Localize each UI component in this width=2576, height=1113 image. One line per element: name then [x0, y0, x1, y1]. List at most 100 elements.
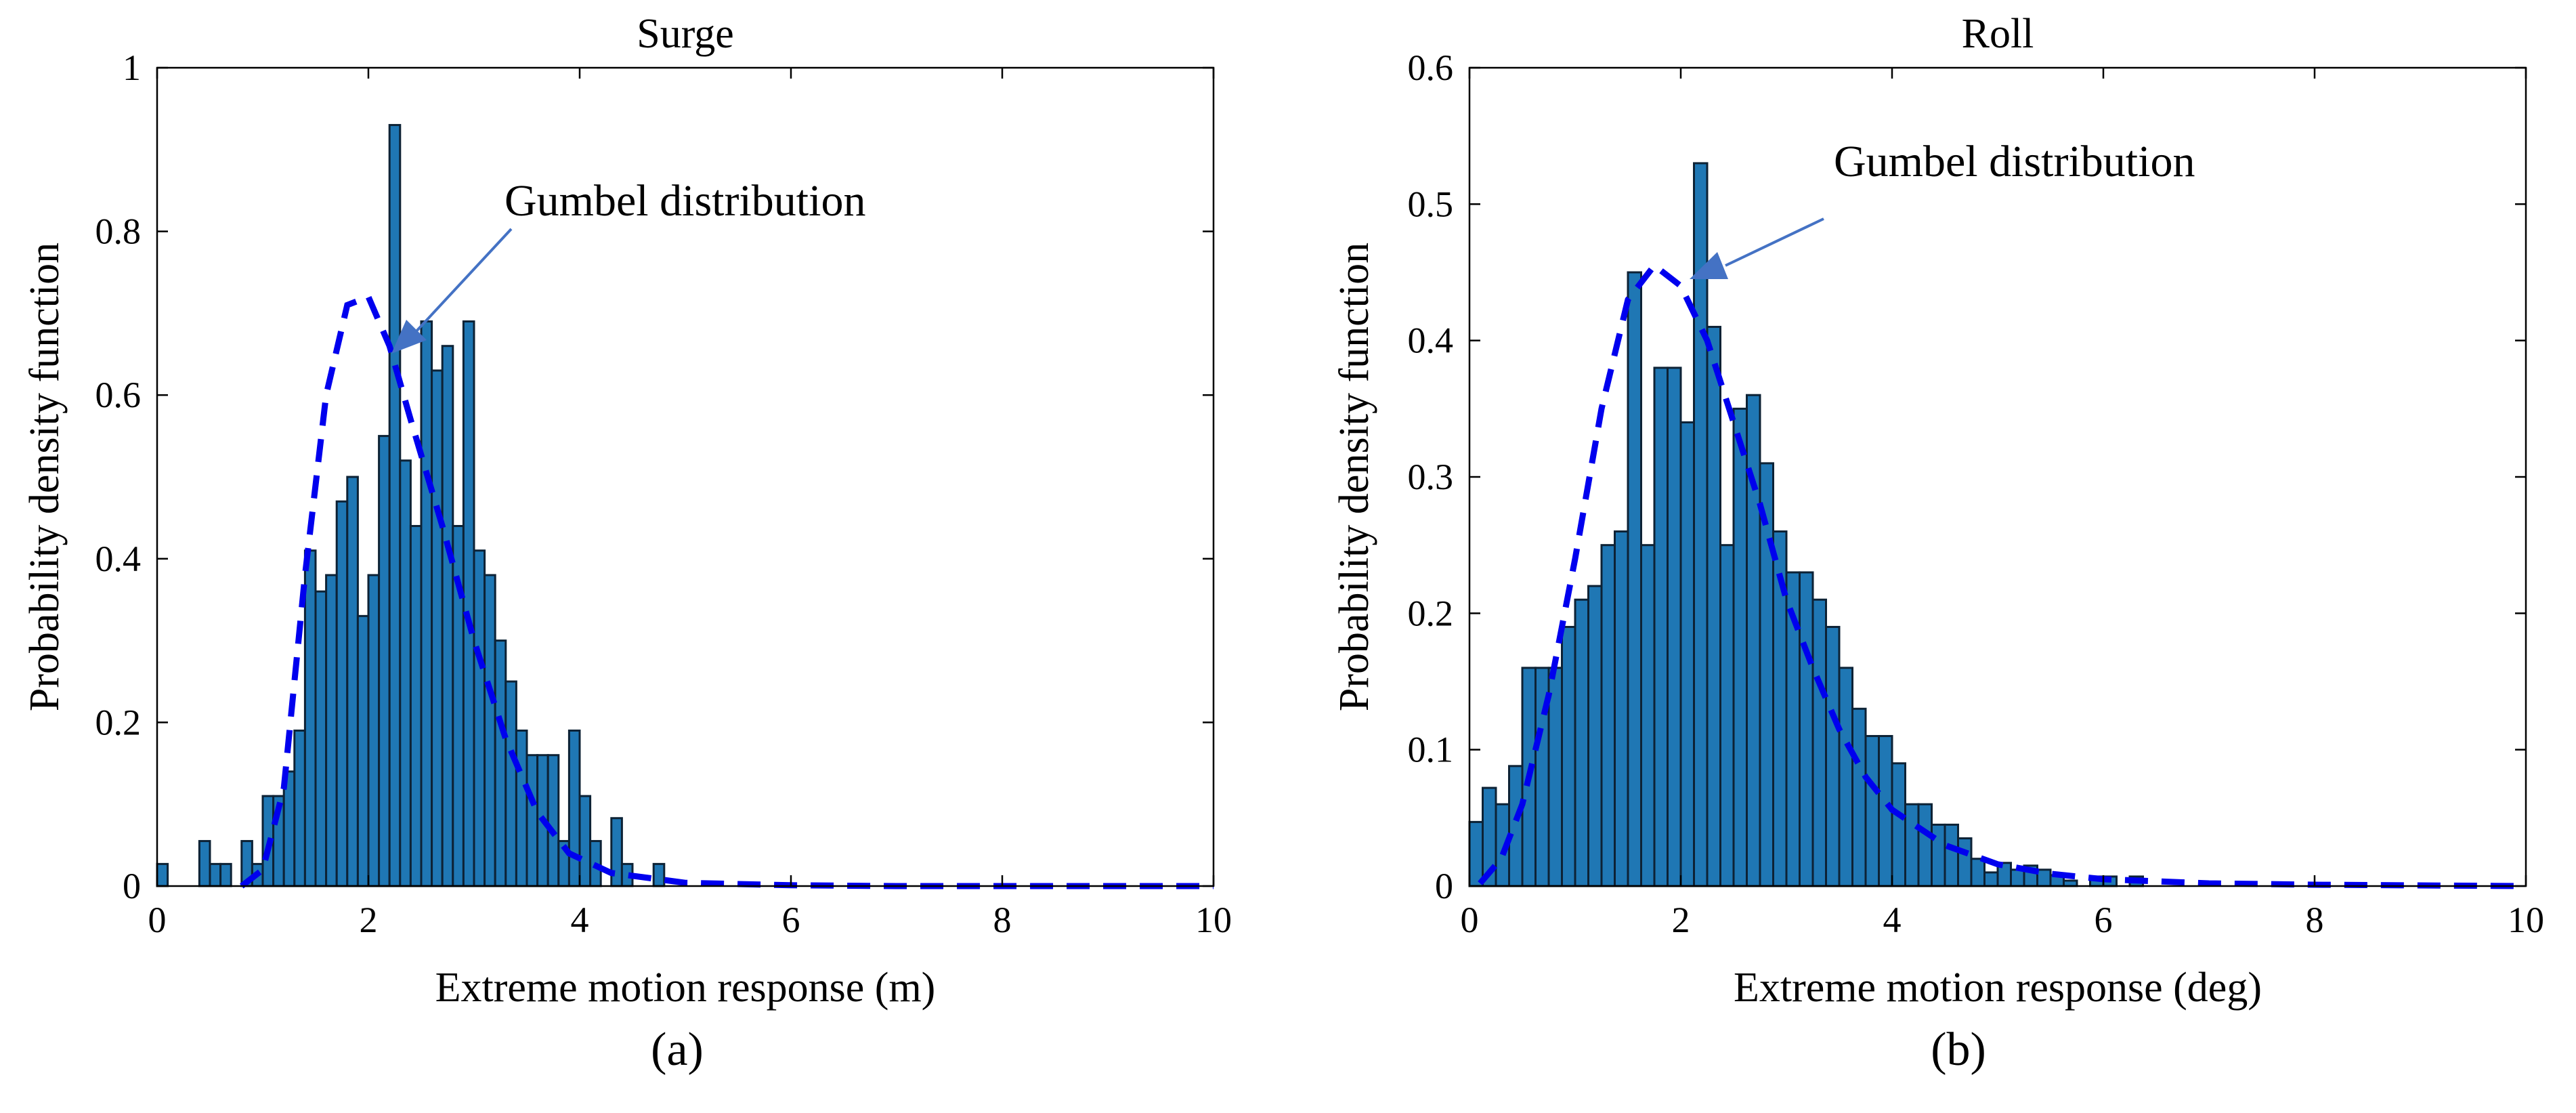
histogram-bar-surge-19	[399, 459, 412, 887]
histogram-bar-roll-20	[1732, 407, 1748, 887]
x-tick-label-surge-5: 10	[1195, 900, 1232, 940]
histogram-bar-roll-11	[1614, 530, 1629, 887]
x-tick-label-roll-2: 4	[1883, 900, 1902, 940]
y-tick-label-roll-5: 0.5	[1408, 184, 1454, 224]
histogram-bar-surge-1	[198, 840, 211, 887]
histogram-bar-roll-10	[1600, 544, 1616, 887]
histogram-bar-roll-9	[1587, 585, 1603, 887]
histogram-bar-roll-16	[1679, 421, 1695, 887]
y-tick-label-roll-0: 0	[1435, 866, 1453, 906]
x-tick-label-surge-2: 4	[571, 900, 589, 940]
y-axis-label-surge: Probability density function	[22, 243, 68, 711]
histogram-bar-surge-0	[156, 862, 169, 887]
histogram-bar-roll-32	[1891, 762, 1906, 887]
histogram-bar-roll-13	[1640, 544, 1656, 887]
histogram-bar-roll-18	[1706, 326, 1721, 887]
ticks-roll: 0 2 4 6 8 10 0 0.1 0.2 0.3 0.4 0.5 0.6	[1408, 47, 2545, 940]
histogram-bar-surge-15	[356, 614, 370, 887]
histogram-bar-roll-41	[2010, 868, 2025, 887]
histogram-bar-roll-27	[1825, 625, 1841, 887]
histogram-bar-roll-30	[1864, 735, 1880, 887]
histogram-bar-surge-33	[546, 754, 560, 887]
histogram-bar-roll-19	[1719, 544, 1735, 887]
histogram-bar-surge-20	[409, 524, 423, 887]
caption-a: (a)	[651, 1024, 704, 1076]
annotation-gumbel-surge: Gumbel distribution	[505, 176, 865, 226]
histogram-bar-surge-21	[420, 320, 433, 887]
x-tick-label-roll-4: 8	[2306, 900, 2324, 940]
histogram-bar-surge-35	[567, 729, 581, 887]
histogram-bar-surge-26	[473, 549, 486, 887]
histogram-bar-surge-9	[293, 729, 306, 887]
histogram-bars-roll	[1468, 162, 2144, 887]
histogram-bar-surge-22	[431, 369, 444, 887]
histogram-bar-roll-39	[1983, 871, 1999, 887]
histogram-bar-surge-25	[462, 320, 475, 887]
histogram-bar-roll-7	[1561, 625, 1576, 887]
histogram-bar-roll-6	[1547, 667, 1563, 887]
y-tick-label-roll-6: 0.6	[1408, 47, 1454, 88]
histogram-bar-roll-34	[1917, 803, 1933, 887]
x-tick-label-surge-0: 0	[148, 900, 167, 940]
histogram-bar-surge-28	[494, 639, 507, 887]
caption-b: (b)	[1931, 1024, 1986, 1076]
histogram-bar-surge-12	[325, 574, 338, 887]
histogram-bar-surge-3	[219, 862, 232, 887]
x-tick-label-roll-3: 6	[2095, 900, 2113, 940]
panel-surge: Surge 0 2 4 6 8 10 0 0.2 0.4 0.6 0.8 1 Extreme moti…	[22, 11, 1232, 1076]
histogram-bars-surge	[156, 124, 666, 887]
x-tick-label-surge-4: 8	[993, 900, 1012, 940]
y-tick-label-roll-3: 0.3	[1408, 457, 1454, 497]
histogram-bar-roll-33	[1904, 803, 1920, 887]
annotation-arrowhead-roll	[1690, 252, 1728, 279]
x-axis-label-surge: Extreme motion response (m)	[435, 965, 936, 1011]
histogram-bar-roll-14	[1653, 366, 1669, 887]
x-tick-label-surge-3: 6	[782, 900, 800, 940]
chart-title-roll: Roll	[1962, 11, 2034, 57]
histogram-bar-roll-43	[2036, 868, 2052, 887]
x-tick-label-roll-0: 0	[1461, 900, 1479, 940]
histogram-bar-roll-8	[1574, 598, 1589, 887]
chart-title-surge: Surge	[637, 11, 734, 57]
histogram-bar-surge-29	[505, 680, 517, 887]
y-tick-label-roll-4: 0.4	[1408, 320, 1454, 361]
histogram-bar-surge-30	[515, 729, 528, 887]
histogram-bar-roll-26	[1811, 598, 1827, 887]
histogram-bar-roll-36	[1944, 823, 1959, 887]
x-tick-label-surge-1: 2	[360, 900, 378, 940]
histogram-bar-roll-25	[1799, 571, 1814, 887]
histogram-bar-roll-15	[1667, 366, 1682, 887]
histogram-bar-roll-29	[1851, 707, 1867, 887]
y-tick-label-surge-5: 1	[123, 47, 141, 88]
x-tick-label-roll-1: 2	[1672, 900, 1690, 940]
histogram-bar-surge-16	[367, 574, 381, 887]
histogram-bar-roll-35	[1931, 823, 1946, 887]
gumbel-fit-line-surge	[240, 293, 1214, 889]
ticks-surge: 0 2 4 6 8 10 0 0.2 0.4 0.6 0.8 1	[95, 47, 1232, 940]
y-tick-label-roll-2: 0.2	[1408, 593, 1454, 633]
annotation-arrow-line-surge	[413, 228, 513, 335]
histogram-bar-roll-0	[1468, 820, 1484, 887]
histogram-bar-surge-2	[209, 862, 222, 887]
annotation-gumbel-roll: Gumbel distribution	[1834, 137, 2195, 186]
histogram-bar-surge-36	[578, 795, 592, 887]
histogram-bar-surge-17	[378, 435, 391, 887]
axes-box-surge	[156, 66, 1215, 887]
y-axis-label-roll: Probability density function	[1331, 243, 1377, 711]
histogram-bar-roll-3	[1508, 765, 1524, 887]
y-tick-label-surge-0: 0	[123, 866, 141, 906]
x-axis-label-roll: Extreme motion response (deg)	[1734, 965, 2262, 1011]
histogram-bar-roll-38	[1970, 858, 1985, 887]
y-tick-label-roll-1: 0.1	[1408, 730, 1454, 770]
annotation-arrow-line-roll	[1725, 217, 1824, 267]
histogram-bar-surge-27	[484, 574, 496, 887]
y-tick-label-surge-1: 0.2	[95, 702, 142, 742]
histogram-bar-roll-22	[1759, 462, 1774, 887]
y-tick-label-surge-3: 0.6	[95, 375, 142, 415]
histogram-bar-surge-23	[441, 345, 454, 887]
annotation-arrowhead-surge	[391, 320, 427, 354]
histogram-bar-surge-10	[303, 549, 317, 887]
histogram-bar-surge-31	[525, 754, 539, 887]
gumbel-fit-line-roll	[1478, 261, 2527, 889]
histogram-bar-surge-14	[346, 476, 359, 887]
